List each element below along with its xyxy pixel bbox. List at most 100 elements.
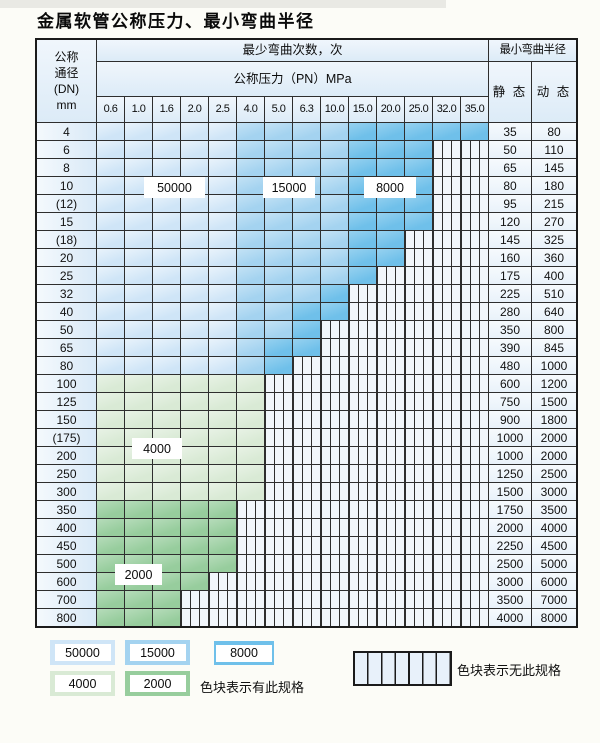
corner-line-3: (DN) <box>53 82 80 96</box>
pressure-tick: 1.6 <box>153 97 180 122</box>
bend-cycles-header: 最少弯曲次数，次 <box>97 40 488 61</box>
cell-no-spec <box>461 609 488 626</box>
cell-no-spec <box>461 573 488 590</box>
cell-no-spec <box>265 411 292 428</box>
cell-8000 <box>377 141 404 158</box>
cell-4000 <box>237 411 264 428</box>
pressure-tick: 5.0 <box>265 97 292 122</box>
cell-2000 <box>153 519 180 536</box>
dynamic-radius-cell: 800 <box>532 321 576 338</box>
cell-15000 <box>265 285 292 302</box>
cell-no-spec <box>377 555 404 572</box>
cell-50000 <box>209 159 236 176</box>
cell-50000 <box>153 195 180 212</box>
cell-15000 <box>265 321 292 338</box>
dn-cell: 600 <box>37 573 96 590</box>
cell-no-spec <box>293 429 320 446</box>
cell-4000 <box>153 375 180 392</box>
cell-no-spec <box>377 573 404 590</box>
dn-cell: 8 <box>37 159 96 176</box>
cell-8000 <box>433 123 460 140</box>
cell-no-spec <box>237 501 264 518</box>
cell-4000 <box>97 447 124 464</box>
zone-label-15000: 15000 <box>263 177 315 198</box>
cell-50000 <box>181 141 208 158</box>
dynamic-radius-cell: 2500 <box>532 465 576 482</box>
cell-8000 <box>293 321 320 338</box>
static-radius-cell: 95 <box>489 195 531 212</box>
cell-no-spec <box>349 411 376 428</box>
cell-no-spec <box>349 609 376 626</box>
cell-4000 <box>125 465 152 482</box>
cell-no-spec <box>349 285 376 302</box>
cell-no-spec <box>265 465 292 482</box>
cell-no-spec <box>433 537 460 554</box>
cell-50000 <box>209 339 236 356</box>
pressure-tick: 0.6 <box>97 97 124 122</box>
cell-8000 <box>377 231 404 248</box>
cell-50000 <box>125 141 152 158</box>
cell-no-spec <box>349 483 376 500</box>
static-radius-cell: 120 <box>489 213 531 230</box>
cell-4000 <box>181 483 208 500</box>
cell-4000 <box>181 429 208 446</box>
cell-15000 <box>237 231 264 248</box>
cell-50000 <box>209 303 236 320</box>
cell-2000 <box>97 609 124 626</box>
cell-4000 <box>181 393 208 410</box>
cell-8000 <box>405 213 432 230</box>
cell-no-spec <box>377 357 404 374</box>
legend-swatch-4000: 4000 <box>50 671 115 696</box>
cell-50000 <box>125 267 152 284</box>
cell-no-spec <box>265 429 292 446</box>
cell-50000 <box>97 357 124 374</box>
cell-4000 <box>237 393 264 410</box>
cell-50000 <box>181 267 208 284</box>
cell-no-spec <box>377 411 404 428</box>
static-radius-cell: 1500 <box>489 483 531 500</box>
cell-no-spec <box>377 429 404 446</box>
dynamic-radius-cell: 510 <box>532 285 576 302</box>
cell-no-spec <box>321 429 348 446</box>
cell-no-spec <box>433 213 460 230</box>
cell-50000 <box>97 321 124 338</box>
cell-15000 <box>293 159 320 176</box>
cell-2000 <box>153 591 180 608</box>
cell-50000 <box>153 123 180 140</box>
cell-no-spec <box>461 303 488 320</box>
cell-50000 <box>181 213 208 230</box>
cell-no-spec <box>461 555 488 572</box>
cell-8000 <box>349 231 376 248</box>
cell-15000 <box>237 159 264 176</box>
dn-cell: 150 <box>37 411 96 428</box>
cell-no-spec <box>377 483 404 500</box>
cell-no-spec <box>321 465 348 482</box>
cell-no-spec <box>461 591 488 608</box>
cell-4000 <box>209 411 236 428</box>
cell-50000 <box>125 213 152 230</box>
cell-no-spec <box>461 501 488 518</box>
cell-2000 <box>97 591 124 608</box>
cell-15000 <box>265 141 292 158</box>
cell-15000 <box>237 213 264 230</box>
cell-no-spec <box>349 375 376 392</box>
pressure-tick: 25.0 <box>405 97 432 122</box>
cell-no-spec <box>433 519 460 536</box>
cell-4000 <box>237 375 264 392</box>
cell-4000 <box>97 411 124 428</box>
cell-50000 <box>153 357 180 374</box>
cell-15000 <box>293 123 320 140</box>
cell-4000 <box>237 483 264 500</box>
cell-no-spec <box>461 537 488 554</box>
cell-4000 <box>153 411 180 428</box>
cell-50000 <box>153 303 180 320</box>
pressure-tick: 15.0 <box>349 97 376 122</box>
cell-no-spec <box>237 573 264 590</box>
static-radius-cell: 2500 <box>489 555 531 572</box>
cell-50000 <box>97 285 124 302</box>
cell-50000 <box>153 141 180 158</box>
dynamic-radius-cell: 1000 <box>532 357 576 374</box>
dn-cell: 100 <box>37 375 96 392</box>
dynamic-radius-cell: 1500 <box>532 393 576 410</box>
cell-4000 <box>97 465 124 482</box>
